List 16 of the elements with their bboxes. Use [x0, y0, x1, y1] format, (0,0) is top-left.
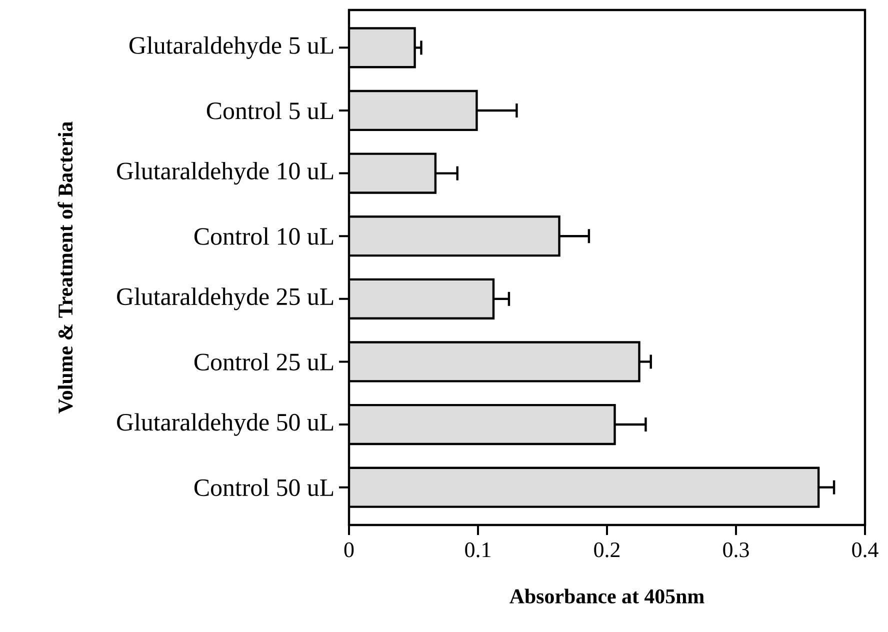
y-tick-label: Control 5 uL — [206, 102, 334, 120]
bar — [349, 341, 640, 382]
y-tick-label: Control 10 uL — [194, 227, 334, 245]
y-tick-label: Control 25 uL — [194, 352, 334, 370]
x-tick-label: 0.4 — [852, 542, 878, 558]
x-tick-label: 0.2 — [594, 542, 620, 558]
y-tick-label: Control 50 uL — [194, 478, 334, 496]
x-tick-label: 0.1 — [465, 542, 490, 558]
y-tick-label: Glutaraldehyde 5 uL — [129, 36, 334, 60]
y-axis-title: Volume & Treatment of Bacteria — [58, 122, 73, 414]
x-tick-label: 0 — [344, 542, 354, 558]
x-axis-title: Absorbance at 405nm — [510, 588, 704, 604]
y-tick-label: Glutaraldehyde 50 uL — [117, 413, 334, 436]
y-tick-label: Glutaraldehyde 10 uL — [117, 162, 334, 185]
x-tick-label: 0.3 — [723, 542, 749, 558]
y-tick-label: Glutaraldehyde 25 uL — [117, 288, 334, 310]
